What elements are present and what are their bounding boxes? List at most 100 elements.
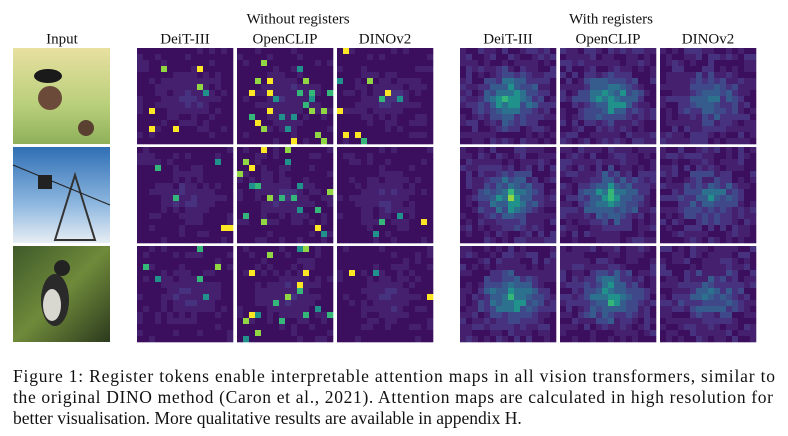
attention-cell <box>496 201 503 208</box>
attention-cell <box>560 153 567 160</box>
attention-cell <box>738 108 745 115</box>
attention-cell <box>532 237 539 244</box>
attention-cell <box>708 195 715 202</box>
attention-cell <box>315 165 322 172</box>
attention-cell <box>343 165 350 172</box>
attention-cell <box>297 258 304 265</box>
attention-cell <box>538 201 545 208</box>
attention-cell <box>496 330 503 337</box>
attention-cell <box>391 102 398 109</box>
attention-cell <box>221 90 228 97</box>
attention-cell <box>690 288 697 295</box>
attention-cell <box>638 219 645 226</box>
attention-cell <box>614 312 621 319</box>
attention-cell <box>197 120 204 127</box>
attention-cell <box>602 120 609 127</box>
attention-cell <box>355 72 362 79</box>
attention-cell <box>249 102 256 109</box>
attention-cell <box>209 78 216 85</box>
attention-cell <box>179 324 186 331</box>
attention-cell <box>285 276 292 283</box>
attention-cell <box>644 159 651 166</box>
attention-cell <box>602 84 609 91</box>
attention-cell <box>602 132 609 139</box>
attention-cell <box>502 225 509 232</box>
attention-cell <box>143 147 150 154</box>
attention-cell <box>221 306 228 313</box>
attention-cell <box>590 96 597 103</box>
attention-cell <box>143 153 150 160</box>
attention-cell <box>415 48 422 55</box>
attention-cell <box>385 96 392 103</box>
attention-cell <box>620 66 627 73</box>
attention-cell <box>614 96 621 103</box>
attention-cell <box>496 54 503 61</box>
attention-cell <box>602 330 609 337</box>
attention-cell <box>750 120 757 127</box>
attention-cell <box>203 171 210 178</box>
attention-cell <box>502 102 509 109</box>
attention-cell <box>614 159 621 166</box>
attention-cell <box>490 282 497 289</box>
attention-cell <box>484 114 491 121</box>
attention-cell <box>550 201 557 208</box>
attention-cell <box>466 66 473 73</box>
attention-cell <box>738 90 745 97</box>
attention-cell <box>544 306 551 313</box>
attention-cell <box>309 213 316 220</box>
attention-cell <box>149 102 156 109</box>
attention-cell <box>608 207 615 214</box>
attention-cell <box>520 312 527 319</box>
attention-cell <box>550 165 557 172</box>
attention-cell <box>273 282 280 289</box>
attention-cell <box>514 282 521 289</box>
attention-cell <box>237 72 244 79</box>
attention-cell <box>227 324 234 331</box>
attention-cell <box>273 237 280 244</box>
attention-cell <box>520 120 527 127</box>
attention-cell <box>243 264 250 271</box>
attention-cell <box>750 294 757 301</box>
attention-cell <box>666 225 673 232</box>
attention-cell <box>285 159 292 166</box>
attention-cell <box>361 258 368 265</box>
attention-cell <box>421 147 428 154</box>
attention-cell <box>738 252 745 259</box>
attention-cell <box>566 306 573 313</box>
attention-cell <box>209 177 216 184</box>
attention-cell <box>391 114 398 121</box>
attention-cell <box>532 114 539 121</box>
attention-cell <box>472 96 479 103</box>
attention-cell <box>732 171 739 178</box>
attention-cell <box>291 324 298 331</box>
attention-cell <box>744 336 751 343</box>
attention-cell <box>684 159 691 166</box>
attention-cell <box>532 120 539 127</box>
attention-cell <box>191 108 198 115</box>
attention-cell <box>726 78 733 85</box>
attention-cell <box>726 324 733 331</box>
attention-cell <box>726 165 733 172</box>
attention-cell <box>379 300 386 307</box>
attention-cell <box>684 54 691 61</box>
attention-cell <box>584 153 591 160</box>
attention-cell <box>273 114 280 121</box>
attention-cell <box>203 177 210 184</box>
attention-cell <box>167 114 174 121</box>
attention-cell <box>197 318 204 325</box>
attention-cell <box>137 165 144 172</box>
attention-cell <box>472 183 479 190</box>
attention-cell <box>167 108 174 115</box>
attention-cell <box>309 258 316 265</box>
attention-cell <box>602 189 609 196</box>
attention-cell <box>720 171 727 178</box>
attention-cell <box>672 102 679 109</box>
attention-cell <box>544 120 551 127</box>
attention-cell <box>708 252 715 259</box>
attention-cell <box>203 312 210 319</box>
attention-cell <box>355 237 362 244</box>
attention-cell <box>638 84 645 91</box>
attention-cell <box>155 246 162 253</box>
attention-cell <box>626 90 633 97</box>
attention-cell <box>544 282 551 289</box>
